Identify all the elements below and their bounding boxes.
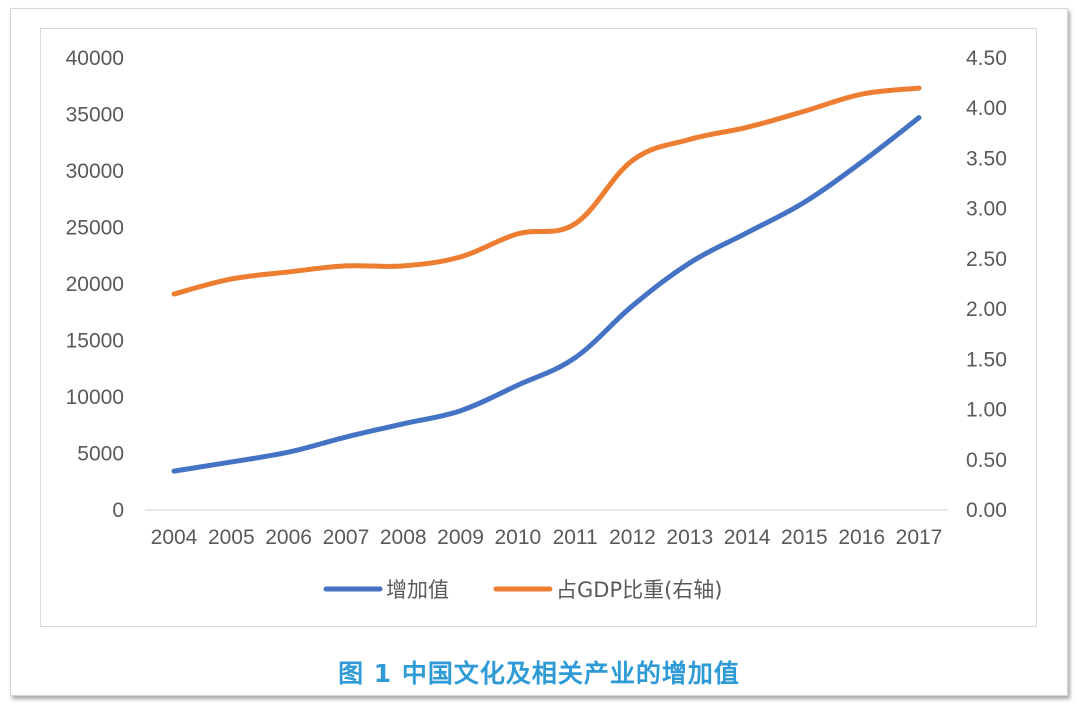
x-axis-tick-label: 2010 <box>494 526 541 549</box>
left-axis-tick-label: 35000 <box>66 104 124 127</box>
left-axis-tick-label: 0 <box>112 499 124 522</box>
x-axis-tick-label: 2014 <box>724 526 771 549</box>
left-axis-tick-label: 5000 <box>77 443 124 466</box>
left-axis-tick-label: 10000 <box>66 386 124 409</box>
legend-label-series2: 占GDP比重(右轴) <box>556 578 723 602</box>
x-axis-tick-label: 2017 <box>896 526 943 549</box>
left-axis-ticks: 0 5000 10000 15000 20000 25000 30000 35000 40000 <box>66 47 124 522</box>
x-axis-ticks: 2004 2005 2006 2007 2008 2009 2010 2011 2012 2013… <box>151 526 943 549</box>
right-axis-tick-label: 0.50 <box>966 449 1007 472</box>
x-axis-tick-label: 2009 <box>437 526 484 549</box>
right-axis-tick-label: 3.00 <box>966 198 1007 221</box>
right-axis-ticks: 0.00 0.50 1.00 1.50 2.00 2.50 3.00 3.50 4.00 4.50 <box>966 47 1007 522</box>
x-axis-tick-label: 2016 <box>838 526 885 549</box>
left-axis-tick-label: 20000 <box>66 273 124 296</box>
right-axis-tick-label: 4.00 <box>966 97 1007 120</box>
legend: 增加值 占GDP比重(右轴) <box>323 578 723 602</box>
right-axis-tick-label: 4.50 <box>966 47 1007 70</box>
x-axis-tick-label: 2006 <box>265 526 312 549</box>
right-axis-tick-label: 3.50 <box>966 147 1007 170</box>
figure-caption: 图 1 中国文化及相关产业的增加值 <box>338 659 740 688</box>
x-axis-tick-label: 2007 <box>323 526 370 549</box>
x-axis-tick-label: 2013 <box>666 526 713 549</box>
left-axis-tick-label: 30000 <box>66 160 124 183</box>
x-axis-tick-label: 2008 <box>380 526 427 549</box>
left-axis-tick-label: 15000 <box>66 330 124 353</box>
series-line-1 <box>171 115 922 474</box>
x-axis-tick-label: 2004 <box>151 526 198 549</box>
x-axis-tick-label: 2005 <box>208 526 255 549</box>
series-line-2 <box>171 85 922 297</box>
right-axis-tick-label: 0.00 <box>966 499 1007 522</box>
left-axis-tick-label: 40000 <box>66 47 124 70</box>
chart-frame <box>40 28 1037 627</box>
x-axis-tick-label: 2012 <box>609 526 656 549</box>
x-axis-tick-label: 2015 <box>781 526 828 549</box>
right-axis-tick-label: 2.50 <box>966 248 1007 271</box>
right-axis-tick-label: 1.00 <box>966 399 1007 422</box>
legend-label-series1: 增加值 <box>386 578 449 602</box>
right-axis-tick-label: 2.00 <box>966 298 1007 321</box>
x-axis-tick-label: 2011 <box>553 526 598 549</box>
left-axis-tick-label: 25000 <box>66 217 124 240</box>
right-axis-tick-label: 1.50 <box>966 348 1007 371</box>
series-lines <box>171 85 922 474</box>
